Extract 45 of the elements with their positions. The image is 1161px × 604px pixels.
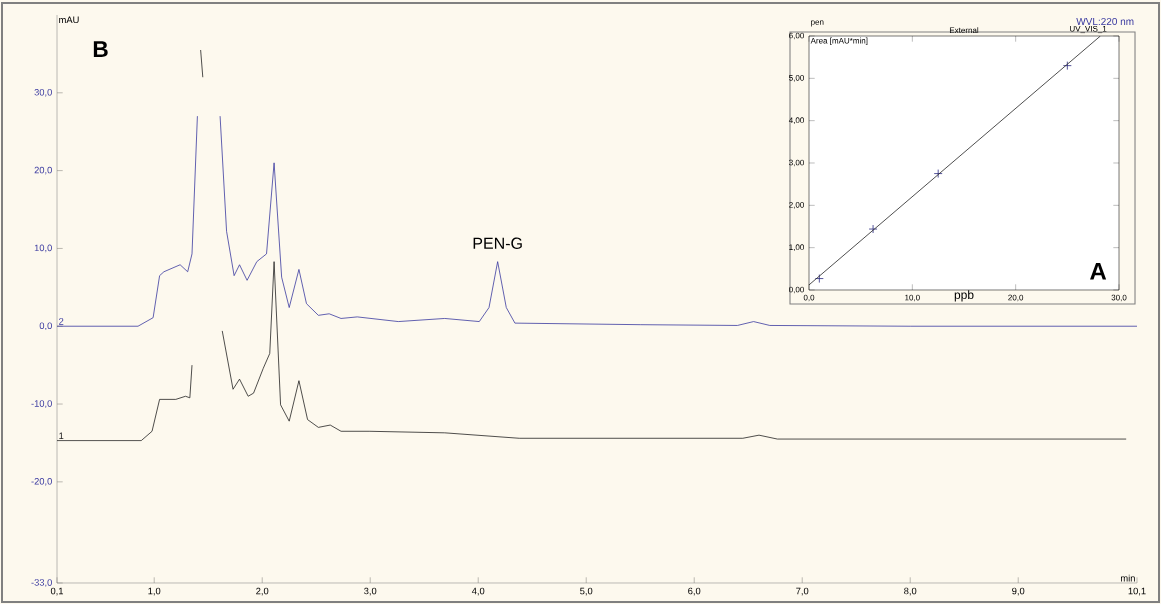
y-tick-label: 0,0 bbox=[39, 322, 52, 331]
y-tick-label: 30,0 bbox=[34, 88, 52, 97]
chart-title: pen bbox=[811, 20, 824, 27]
x-tick-label: 2,0 bbox=[256, 587, 269, 596]
series-label: 2 bbox=[59, 318, 64, 325]
x-tick-label: 5,0 bbox=[580, 587, 593, 596]
y-tick-label: -20,0 bbox=[31, 478, 52, 486]
x-tick-label: 20,0 bbox=[1008, 294, 1024, 302]
x-tick-label: 0,0 bbox=[803, 294, 815, 302]
y-tick-label: 2,00 bbox=[789, 202, 804, 209]
annotation: A bbox=[1090, 262, 1107, 280]
annotation: WVL:220 nm bbox=[1076, 17, 1134, 26]
y-tick-label: 3,00 bbox=[789, 159, 804, 167]
y-axis-title: Area [mAU*min] bbox=[810, 37, 868, 46]
point bbox=[814, 274, 824, 283]
y-tick-label: 1,00 bbox=[789, 244, 804, 251]
annotation: PEN-G bbox=[473, 237, 522, 249]
series-label: 1 bbox=[59, 432, 64, 440]
y-tick-label: -33,0 bbox=[31, 579, 52, 587]
y-tick-label: 10,0 bbox=[34, 244, 52, 253]
x-tick-label: 1,0 bbox=[148, 587, 161, 596]
x-tick-label: 9,0 bbox=[1012, 587, 1025, 596]
x-tick-label: 3,0 bbox=[364, 587, 377, 596]
y-tick-label: 4,00 bbox=[788, 117, 804, 124]
annotation: UV_VIS_1 bbox=[1070, 25, 1107, 34]
x-tick-label: 10,1 bbox=[1128, 587, 1146, 596]
x-tick-label: 7,0 bbox=[796, 587, 809, 596]
point bbox=[868, 224, 878, 234]
x-tick-label: 4,0 bbox=[471, 587, 485, 596]
y-tick-label: 5,00 bbox=[789, 75, 804, 82]
x-tick-label: 6,0 bbox=[688, 587, 701, 596]
x-tick-label: 8,0 bbox=[904, 587, 917, 596]
y-tick-label: 20,0 bbox=[34, 166, 52, 175]
y-tick-label: 6,00 bbox=[789, 32, 804, 40]
x-tick-label: 30,0 bbox=[1111, 294, 1127, 302]
x-tick-label: 10,0 bbox=[905, 294, 920, 302]
annotation: B bbox=[93, 41, 108, 57]
x-axis-title: ppb bbox=[954, 290, 974, 302]
y-axis-title: mAU bbox=[59, 16, 79, 24]
y-tick-label: -10,0 bbox=[31, 400, 52, 408]
y-tick-label: 0,00 bbox=[789, 286, 804, 294]
point bbox=[933, 169, 943, 178]
x-tick-label: 0,1 bbox=[50, 587, 64, 596]
x-axis-title: min bbox=[1121, 574, 1135, 582]
annotation: External bbox=[949, 27, 979, 34]
